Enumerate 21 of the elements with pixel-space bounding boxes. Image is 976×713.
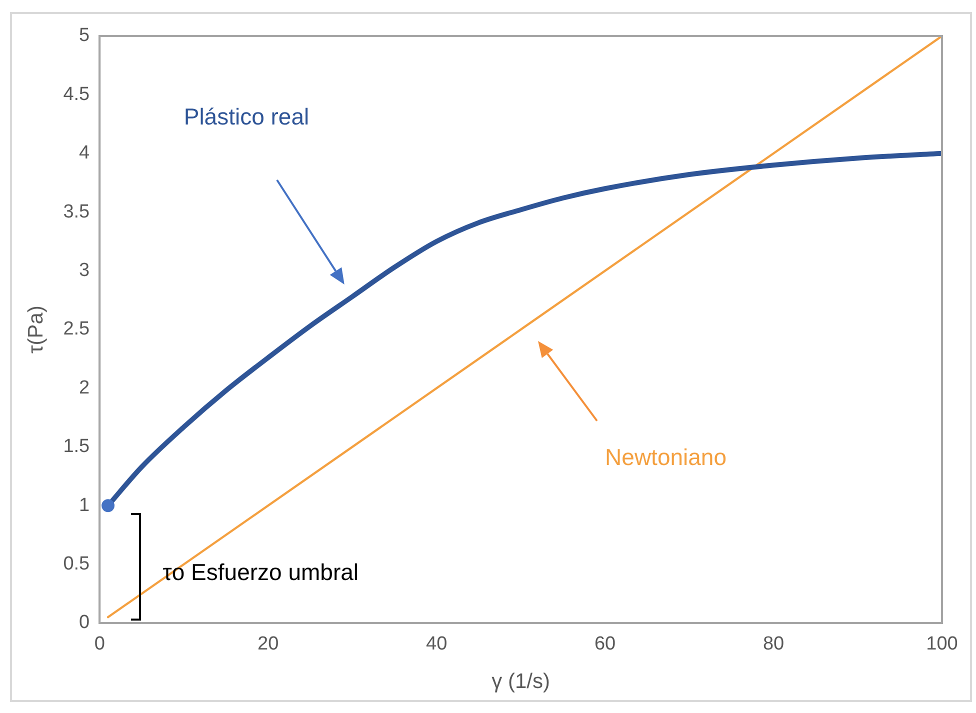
y-tick-label: 1.5 <box>63 436 90 458</box>
y-tick-label: 0.5 <box>63 554 90 575</box>
x-tick-label: 60 <box>594 634 616 655</box>
y-axis-title: τ(Pa) <box>24 306 48 354</box>
x-tick-label: 80 <box>762 634 784 655</box>
x-tick-label: 0 <box>94 634 105 655</box>
text: Newtoniano <box>605 444 727 470</box>
y-tick-label: 2.5 <box>63 318 90 340</box>
x-tick-label: 100 <box>926 634 958 655</box>
y-tick-label: 2 <box>79 377 90 398</box>
x-axis-title: γ (1/s) <box>492 670 550 694</box>
y-tick-label: 3 <box>79 260 90 282</box>
y-tick-label: 3.5 <box>63 201 90 222</box>
text: Plástico real <box>184 104 310 130</box>
y-tick-label: 0 <box>79 612 90 634</box>
y-tick-label: 4 <box>79 142 90 164</box>
x-tick-label: 20 <box>258 634 279 655</box>
y-tick-label: 1 <box>79 494 90 516</box>
y-tick-label: 5 <box>79 25 90 46</box>
x-tick-label: 40 <box>426 634 448 655</box>
y-tick-label: 4.5 <box>63 84 90 105</box>
